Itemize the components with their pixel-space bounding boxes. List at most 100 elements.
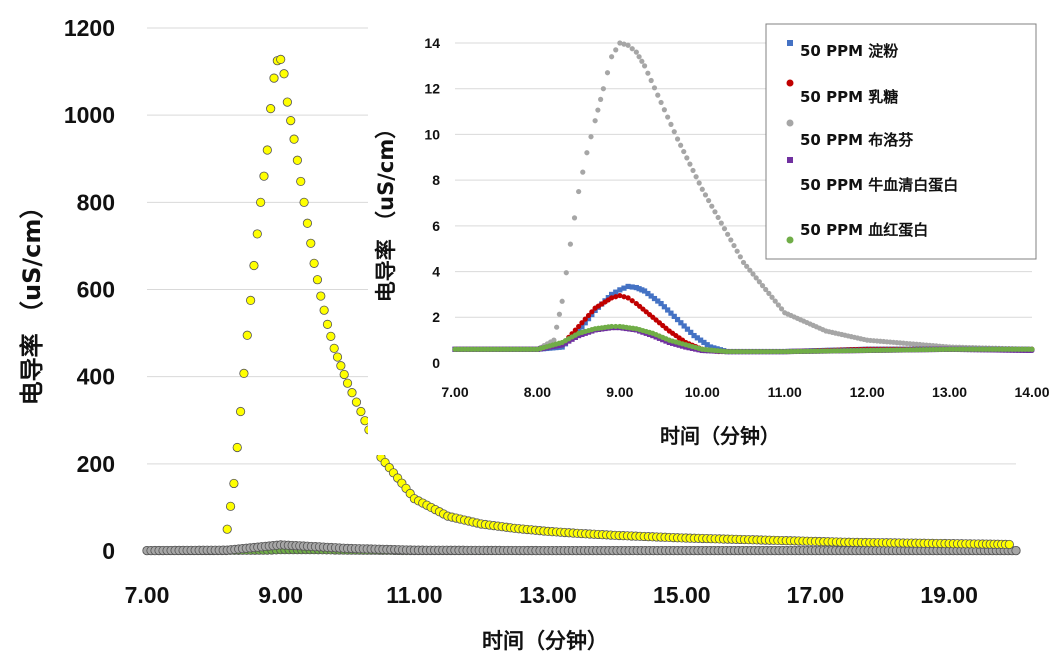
inset-point-50-ppm-布洛芬 xyxy=(709,203,715,209)
inset-point-50-ppm-布洛芬 xyxy=(706,197,712,204)
inset-point-50-ppm-淀粉 xyxy=(651,295,658,302)
main-point-50-ppm-牛血清白蛋白 xyxy=(312,275,323,285)
inset-point-50-ppm-布洛芬 xyxy=(681,148,687,155)
inset-point-50-ppm-布洛芬 xyxy=(609,54,615,60)
main-point-50-ppm-牛血清白蛋白 xyxy=(249,260,259,271)
main-point-50-ppm-牛血清白蛋白 xyxy=(296,176,306,187)
main-point-50-ppm-牛血清白蛋白 xyxy=(262,145,272,155)
main-point-50-ppm-牛血清白蛋白 xyxy=(306,238,316,248)
main-point-50-ppm-牛血清白蛋白 xyxy=(302,218,313,228)
inset-y-tick-labels: 0 2 4 6 8 10 12 14 xyxy=(424,35,440,371)
inset-point-50-ppm-布洛芬 xyxy=(580,169,586,175)
legend-marker-ibuprofen xyxy=(786,119,794,127)
inset-point-50-ppm-布洛芬 xyxy=(600,86,606,92)
legend-marker-bsa xyxy=(787,157,793,163)
inset-point-50-ppm-布洛芬 xyxy=(629,46,635,52)
inset-point-50-ppm-淀粉 xyxy=(641,288,648,294)
main-point-50-ppm-布洛芬 xyxy=(1011,545,1021,556)
inset-point-50-ppm-淀粉 xyxy=(688,329,694,335)
inset-point-50-ppm-布洛芬 xyxy=(690,167,696,174)
inset-point-50-ppm-淀粉 xyxy=(707,344,714,350)
inset-point-50-ppm-布洛芬 xyxy=(592,118,598,124)
inset-point-50-ppm-布洛芬 xyxy=(661,107,667,113)
inset-point-50-ppm-布洛芬 xyxy=(721,226,728,232)
inset-point-50-ppm-淀粉 xyxy=(704,342,710,348)
main-point-50-ppm-牛血清白蛋白 xyxy=(239,368,249,378)
inset-point-50-ppm-淀粉 xyxy=(579,324,585,330)
legend-entry-lactose: 50 PPM 乳糖 xyxy=(786,79,898,106)
inset-point-50-ppm-布洛芬 xyxy=(702,192,709,198)
inset-point-50-ppm-血红蛋白 xyxy=(609,323,615,330)
inset-point-50-ppm-布洛芬 xyxy=(556,311,563,317)
inset-point-50-ppm-布洛芬 xyxy=(658,99,664,106)
inset-point-50-ppm-布洛芬 xyxy=(687,161,693,167)
inset-point-50-ppm-布洛芬 xyxy=(740,259,747,266)
main-y-tick-label: 1000 xyxy=(64,102,115,128)
main-point-50-ppm-牛血清白蛋白 xyxy=(252,229,262,239)
inset-point-50-ppm-淀粉 xyxy=(617,287,623,293)
main-point-50-ppm-牛血清白蛋白 xyxy=(289,134,299,144)
legend-entry-starch: 50 PPM 淀粉 xyxy=(787,40,898,60)
main-point-50-ppm-牛血清白蛋白 xyxy=(316,291,326,301)
inset-point-50-ppm-淀粉 xyxy=(701,339,707,346)
inset-point-50-ppm-布洛芬 xyxy=(712,209,718,215)
legend-entry-bsa: 50 PPM 牛血清白蛋白 xyxy=(787,157,958,194)
main-point-50-ppm-牛血清白蛋白 xyxy=(1004,539,1014,550)
inset-point-50-ppm-淀粉 xyxy=(658,300,664,307)
inset-point-50-ppm-布洛芬 xyxy=(567,241,574,247)
inset-y-tick-label: 6 xyxy=(432,218,440,234)
inset-x-tick-label: 13.00 xyxy=(932,384,967,400)
inset-point-50-ppm-淀粉 xyxy=(582,320,588,326)
inset-point-50-ppm-布洛芬 xyxy=(753,275,759,281)
inset-point-50-ppm-淀粉 xyxy=(661,304,667,310)
inset-point-50-ppm-淀粉 xyxy=(589,311,595,318)
inset-x-tick-label: 11.00 xyxy=(768,384,802,400)
main-point-50-ppm-牛血清白蛋白 xyxy=(339,369,349,380)
inset-point-50-ppm-布洛芬 xyxy=(613,47,619,53)
inset-point-50-ppm-布洛芬 xyxy=(772,298,778,304)
inset-x-tick-label: 7.00 xyxy=(441,384,468,400)
inset-point-50-ppm-淀粉 xyxy=(671,313,677,319)
legend-box xyxy=(765,23,1037,260)
legend: 50 PPM 淀粉 50 PPM 乳糖 50 PPM 布洛芬 50 PPM 牛血… xyxy=(765,23,1037,260)
main-y-tick-label: 400 xyxy=(77,364,115,390)
inset-point-50-ppm-布洛芬 xyxy=(648,77,654,84)
inset-point-50-ppm-淀粉 xyxy=(711,345,717,351)
inset-point-50-ppm-布洛芬 xyxy=(750,271,756,277)
main-point-50-ppm-牛血清白蛋白 xyxy=(322,319,333,329)
main-point-50-ppm-牛血清白蛋白 xyxy=(225,501,236,511)
inset-point-50-ppm-布洛芬 xyxy=(617,40,623,46)
inset-point-50-ppm-乳糖 xyxy=(572,327,578,333)
inset-point-50-ppm-布洛芬 xyxy=(595,107,601,113)
main-point-50-ppm-牛血清白蛋白 xyxy=(329,343,339,353)
main-x-tick-label: 17.00 xyxy=(787,582,845,608)
inset-point-50-ppm-布洛芬 xyxy=(684,155,690,161)
inset-point-50-ppm-乳糖 xyxy=(609,295,615,301)
inset-point-50-ppm-淀粉 xyxy=(674,316,681,323)
inset-x-tick-labels: 7.00 8.00 9.00 10.00 11.00 12.00 13.00 14.00 xyxy=(441,384,1049,400)
inset-point-50-ppm-布洛芬 xyxy=(693,174,699,180)
inset-point-50-ppm-布洛芬 xyxy=(769,294,775,300)
legend-marker-lactose xyxy=(786,79,794,87)
inset-point-50-ppm-淀粉 xyxy=(609,291,615,298)
main-y-axis-title: 电导率 （uS/cm） xyxy=(18,195,46,406)
main-x-tick-label: 7.00 xyxy=(125,582,170,608)
inset-point-50-ppm-乳糖 xyxy=(621,294,627,300)
inset-point-50-ppm-布洛芬 xyxy=(718,220,724,226)
inset-point-50-ppm-布洛芬 xyxy=(559,298,565,304)
main-point-50-ppm-牛血清白蛋白 xyxy=(360,416,370,426)
main-x-tick-label: 19.00 xyxy=(920,582,978,608)
inset-point-50-ppm-淀粉 xyxy=(625,283,631,290)
inset-point-50-ppm-布洛芬 xyxy=(678,142,684,148)
inset-point-50-ppm-淀粉 xyxy=(665,307,671,313)
legend-entry-hemoglobin: 50 PPM 血红蛋白 xyxy=(786,221,928,244)
main-x-tick-label: 13.00 xyxy=(519,582,577,608)
inset-y-tick-label: 4 xyxy=(432,263,440,279)
main-point-50-ppm-牛血清白蛋白 xyxy=(326,331,336,341)
inset-point-50-ppm-血红蛋白 xyxy=(1029,346,1035,352)
main-point-50-ppm-牛血清白蛋白 xyxy=(232,442,242,453)
inset-point-50-ppm-淀粉 xyxy=(613,289,619,295)
main-point-50-ppm-牛血清白蛋白 xyxy=(242,330,252,340)
legend-label-bsa: 50 PPM 牛血清白蛋白 xyxy=(800,176,958,194)
inset-x-tick-label: 9.00 xyxy=(606,384,633,400)
